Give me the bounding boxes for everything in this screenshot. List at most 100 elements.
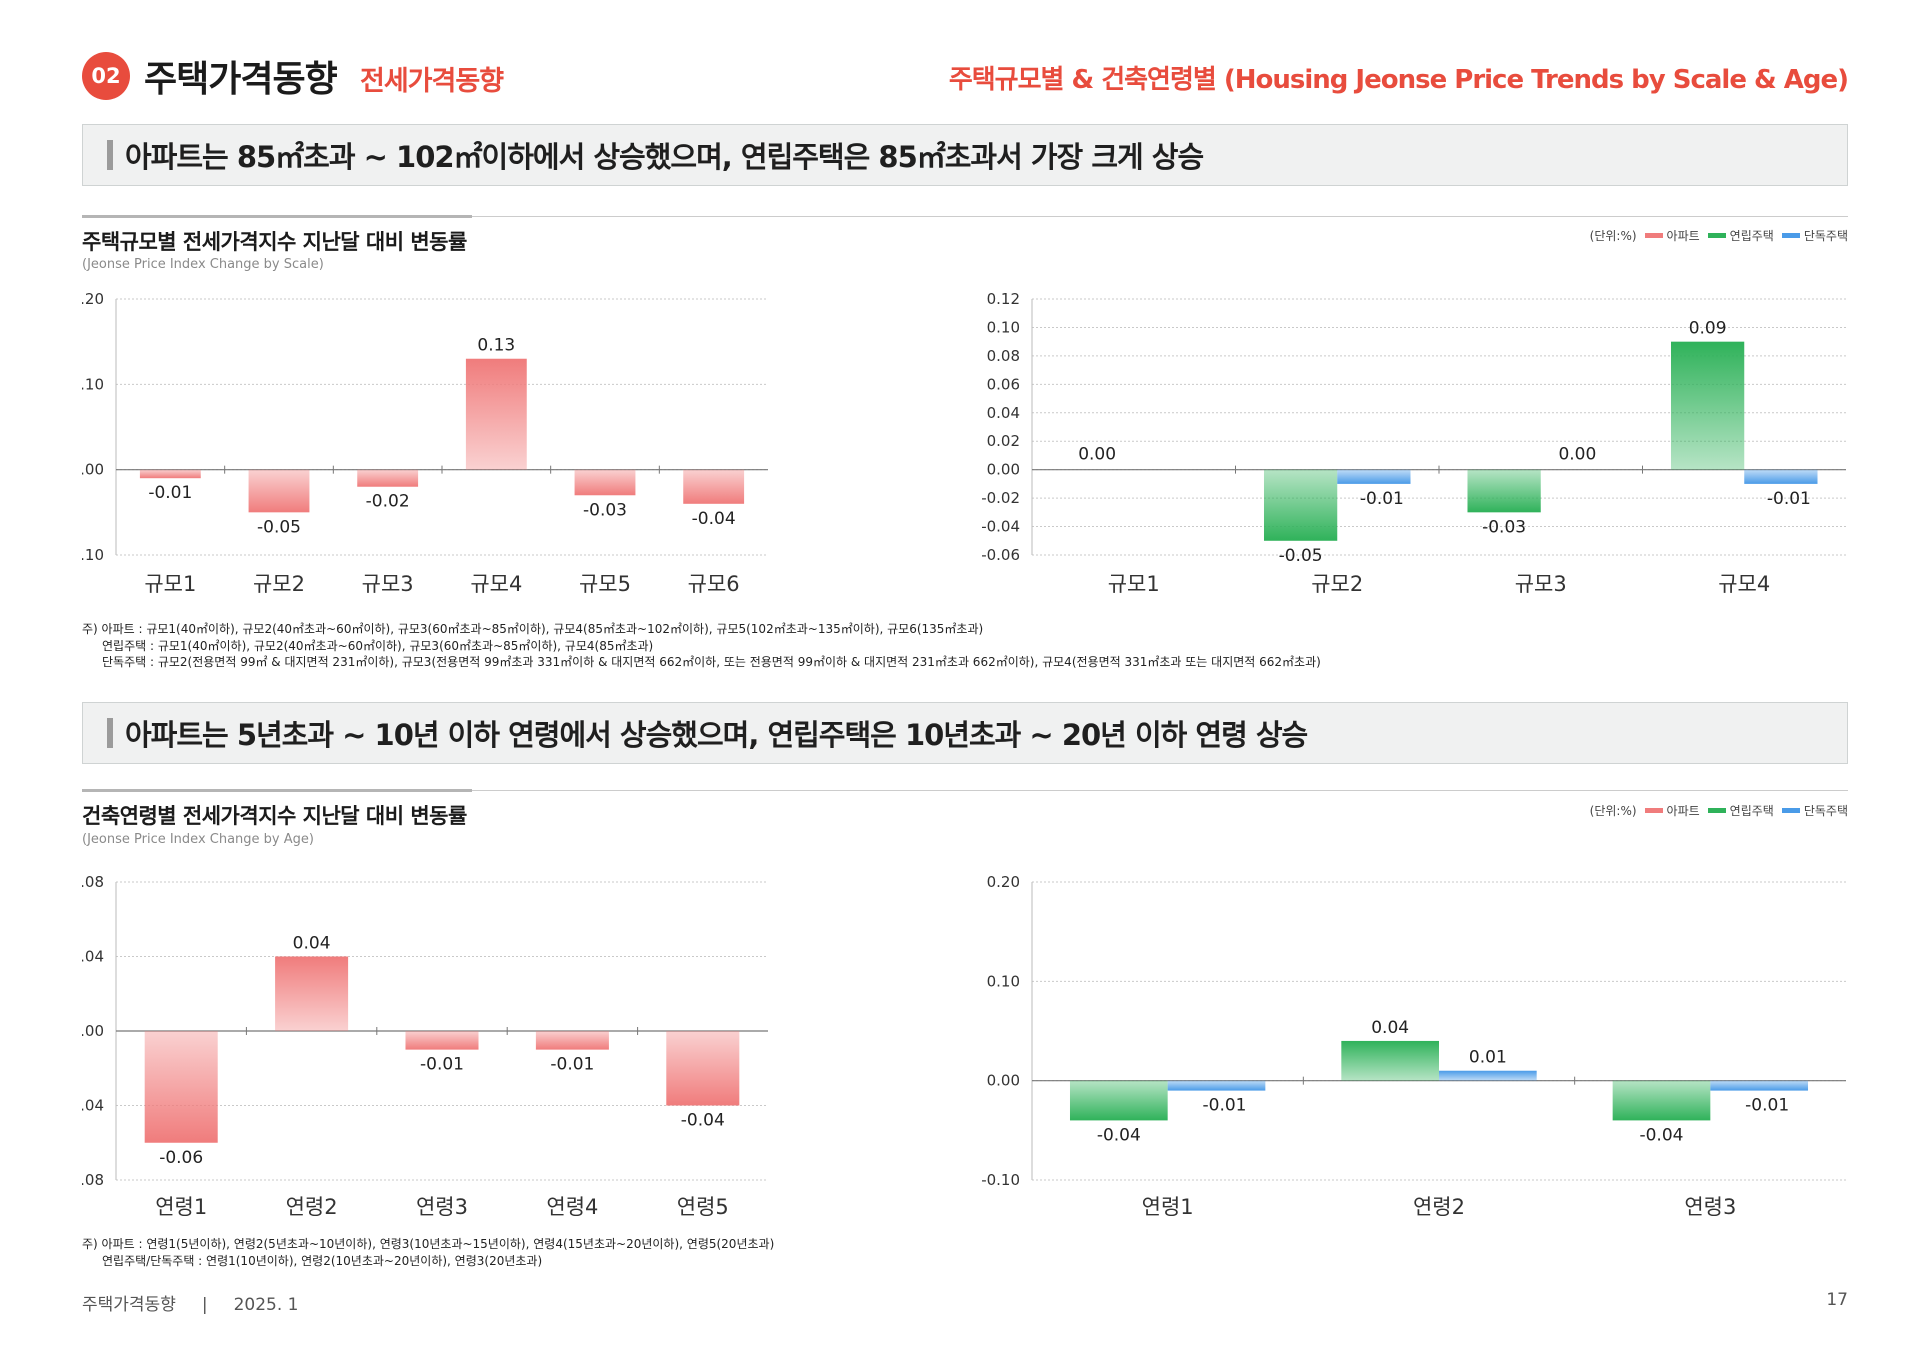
scale-headline: 아파트는 85㎡초과 ~ 102㎡이하에서 상승했으며, 연립주택은 85㎡초과… (125, 140, 1204, 174)
x-tick-label: 규모3 (362, 572, 414, 596)
data-label: -0.01 (550, 1055, 594, 1075)
data-label: -0.04 (1097, 1125, 1141, 1145)
data-label: 0.04 (293, 934, 331, 954)
data-label: 0.09 (1689, 319, 1727, 339)
bar-detached (1439, 1070, 1537, 1081)
data-label: -0.04 (692, 509, 736, 529)
legend-label-detached: 단독주택 (1803, 229, 1848, 243)
bar-row-house (1341, 1040, 1439, 1081)
scale-rowhouse-detached-chart: 0.12 0.10 0.08 0.06 0.04 0.02 0.00 -0.02 -0.04 -0… (981, 290, 1846, 596)
bar-apartment (248, 469, 310, 513)
y-tick-label: -0.02 (981, 489, 1020, 507)
age-headline: 아파트는 5년초과 ~ 10년 이하 연령에서 상승했으며, 연립주택은 10년… (125, 718, 1308, 752)
y-tick-label: 0.10 (987, 318, 1020, 336)
bar-apartment (465, 358, 527, 470)
footer-title: 주택가격동향 (82, 1295, 176, 1315)
x-tick-label: 규모3 (1515, 572, 1567, 596)
y-tick-label: 0.12 (987, 290, 1020, 308)
legend-item-detached: 단독주택 (1781, 802, 1848, 819)
bar-apartment (357, 469, 419, 487)
legend-item-apartment: 아파트 (1644, 227, 1700, 244)
footer-date: 2025. 1 (233, 1295, 299, 1315)
age-headline-box: 아파트는 5년초과 ~ 10년 이하 연령에서 상승했으며, 연립주택은 10년… (82, 702, 1848, 764)
x-tick-label: 규모5 (579, 572, 631, 596)
y-tick-label: 0.02 (987, 432, 1020, 450)
x-tick-label: 규모2 (1311, 572, 1363, 596)
y-tick-label: 0.00 (987, 1072, 1020, 1090)
legend-item-detached: 단독주택 (1781, 227, 1848, 244)
x-tick-label: 규모1 (144, 572, 196, 596)
y-tick-label: 0.20 (987, 873, 1020, 891)
data-label: -0.02 (366, 492, 410, 512)
bar-detached (1167, 1080, 1266, 1091)
y-tick-label: -0.04 (981, 518, 1020, 536)
footer-separator: | (201, 1295, 208, 1315)
bar-detached (1337, 469, 1411, 484)
legend-item-row-house: 연립주택 (1707, 802, 1774, 819)
scale-section-rule (82, 216, 1848, 217)
y-tick-label: 0.00 (987, 461, 1020, 479)
x-tick-label: 연령5 (677, 1195, 729, 1219)
bar-apartment (144, 1031, 218, 1143)
y-tick-label: 0.10 (987, 972, 1020, 990)
headline-marker (107, 140, 113, 170)
footer: 주택가격동향 | 2025. 1 (82, 1290, 298, 1315)
age-chart-title: 건축연령별 전세가격지수 지난달 대비 변동률 (82, 804, 467, 828)
bar-apartment (535, 1031, 609, 1050)
age-rowhouse-detached-chart: 0.20 0.10 0.00 -0.10 연령1 -0.04 -0.01 연령2 0.04 0.0… (981, 873, 1846, 1219)
x-tick-label: 규모4 (1718, 572, 1770, 596)
scale-chart-subtitle: (Jeonse Price Index Change by Scale) (82, 257, 324, 272)
legend-item-row-house: 연립주택 (1707, 227, 1774, 244)
scale-chart-title: 주택규모별 전세가격지수 지난달 대비 변동률 (82, 230, 467, 254)
bar-apartment (574, 469, 636, 496)
legend-item-apartment: 아파트 (1644, 802, 1700, 819)
x-tick-label: 규모1 (1108, 572, 1160, 596)
data-label: -0.04 (1639, 1125, 1683, 1145)
y-tick-label: 0.00 (82, 1022, 104, 1040)
data-label: -0.01 (1767, 489, 1811, 509)
x-tick-label: 연령3 (1684, 1195, 1736, 1219)
data-label: -0.05 (257, 517, 301, 537)
y-tick-label: -0.04 (82, 1097, 104, 1115)
legend-label-row-house: 연립주택 (1729, 804, 1774, 818)
y-tick-label: 0.00 (82, 461, 104, 479)
y-tick-label: 0.10 (82, 375, 104, 393)
age-note-apartment: 주) 아파트 : 연령1(5년이하), 연령2(5년초과~10년이하), 연령3… (82, 1237, 775, 1251)
bar-apartment (683, 469, 745, 504)
y-tick-label: 0.04 (987, 404, 1020, 422)
data-label: -0.01 (420, 1055, 464, 1075)
data-label: 0.13 (477, 336, 515, 356)
bar-apartment (275, 956, 349, 1031)
headline-marker (107, 718, 113, 748)
x-tick-label: 규모6 (688, 572, 740, 596)
bar-row-house (1670, 341, 1745, 470)
data-label: -0.01 (1745, 1096, 1789, 1116)
scale-note-detached: 단독주택 : 규모2(전용면적 99㎡ & 대지면적 231㎡이하), 규모3(… (102, 655, 1321, 669)
bar-detached (1744, 469, 1818, 484)
bar-row-house (1612, 1080, 1711, 1121)
data-label: 0.00 (1558, 445, 1596, 465)
bar-row-house (1467, 469, 1541, 513)
x-tick-label: 연령2 (286, 1195, 338, 1219)
legend-unit: (단위:%) (1589, 229, 1637, 243)
section-heading-right: 주택규모별 & 건축연령별 (Housing Jeonse Price Tren… (948, 65, 1849, 95)
page-title: 주택가격동향 (144, 59, 338, 100)
y-tick-label: -0.08 (82, 1171, 104, 1189)
y-tick-label: -0.10 (82, 546, 104, 564)
age-section-rule (82, 790, 1848, 791)
age-section-rule-accent (82, 789, 472, 792)
legend-label-apartment: 아파트 (1666, 229, 1700, 243)
data-label: -0.05 (1279, 546, 1323, 566)
data-label: -0.06 (159, 1148, 203, 1168)
y-tick-label: 0.04 (82, 948, 104, 966)
data-label: -0.03 (583, 500, 627, 520)
scale-apartment-chart: 0.20 0.10 0.00 -0.10 규모1 -0.01 규모2 -0.05 규모3 -0.0… (82, 290, 768, 596)
data-label: 0.00 (1078, 445, 1116, 465)
page-subtitle: 전세가격동향 (360, 66, 504, 97)
data-label: -0.03 (1482, 517, 1526, 537)
y-tick-label: -0.06 (981, 546, 1020, 564)
scale-legend: (단위:%) 아파트 연립주택 단독주택 (1590, 227, 1848, 244)
x-tick-label: 규모4 (470, 572, 522, 596)
scale-headline-box: 아파트는 85㎡초과 ~ 102㎡이하에서 상승했으며, 연립주택은 85㎡초과… (82, 124, 1848, 186)
bar-detached (1710, 1080, 1809, 1091)
